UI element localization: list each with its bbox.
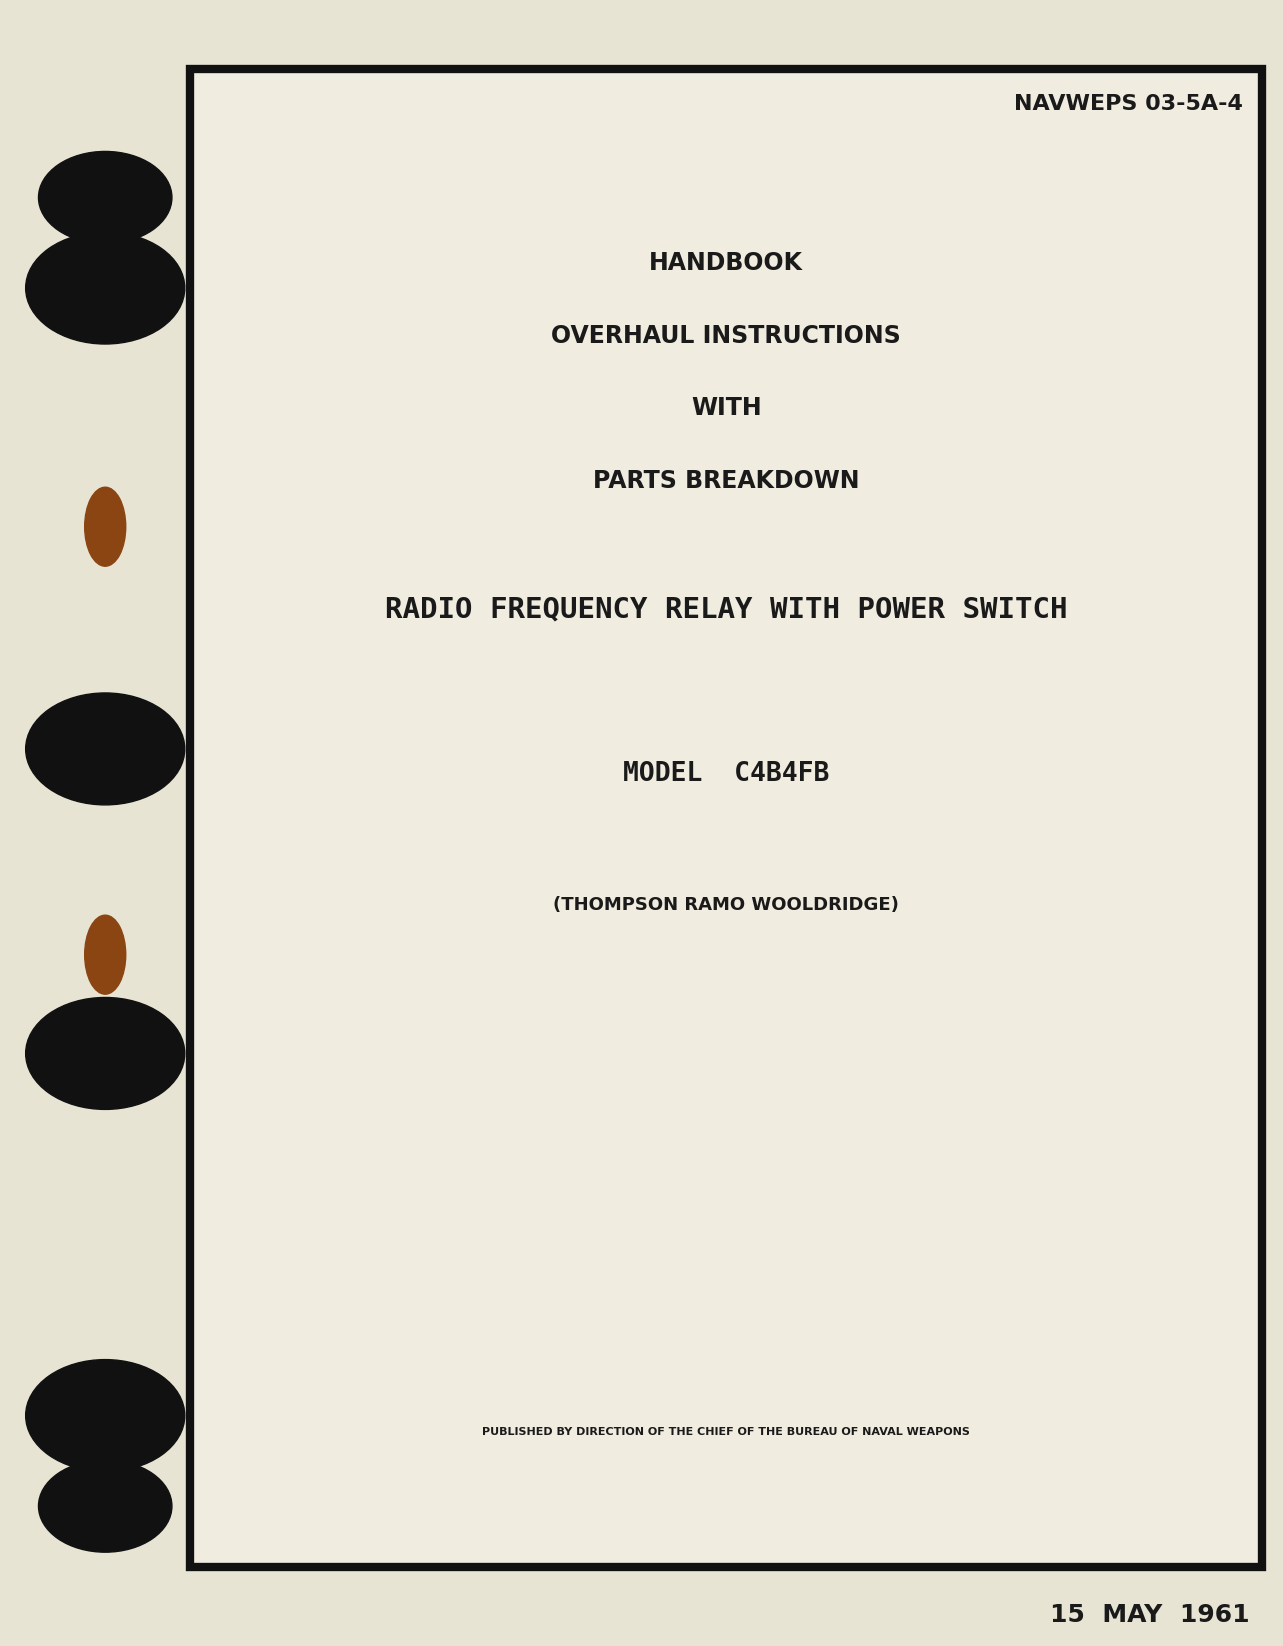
Text: WITH: WITH (690, 397, 762, 420)
Text: OVERHAUL INSTRUCTIONS: OVERHAUL INSTRUCTIONS (552, 324, 901, 347)
Text: NAVWEPS 03-5A-4: NAVWEPS 03-5A-4 (1015, 94, 1243, 114)
Bar (190, 69, 1262, 1567)
Ellipse shape (26, 693, 185, 805)
Ellipse shape (26, 1360, 185, 1472)
Ellipse shape (85, 915, 126, 994)
Ellipse shape (26, 232, 185, 344)
Ellipse shape (38, 1460, 172, 1552)
Text: (THOMPSON RAMO WOOLDRIDGE): (THOMPSON RAMO WOOLDRIDGE) (553, 897, 899, 914)
Text: RADIO FREQUENCY RELAY WITH POWER SWITCH: RADIO FREQUENCY RELAY WITH POWER SWITCH (385, 594, 1067, 624)
Text: HANDBOOK: HANDBOOK (649, 252, 803, 275)
Ellipse shape (26, 997, 185, 1109)
Text: PUBLISHED BY DIRECTION OF THE CHIEF OF THE BUREAU OF NAVAL WEAPONS: PUBLISHED BY DIRECTION OF THE CHIEF OF T… (482, 1427, 970, 1437)
Text: MODEL  C4B4FB: MODEL C4B4FB (624, 760, 829, 787)
Text: PARTS BREAKDOWN: PARTS BREAKDOWN (593, 469, 860, 492)
Text: 15  MAY  1961: 15 MAY 1961 (1049, 1603, 1250, 1628)
Ellipse shape (38, 151, 172, 244)
Ellipse shape (85, 487, 126, 566)
